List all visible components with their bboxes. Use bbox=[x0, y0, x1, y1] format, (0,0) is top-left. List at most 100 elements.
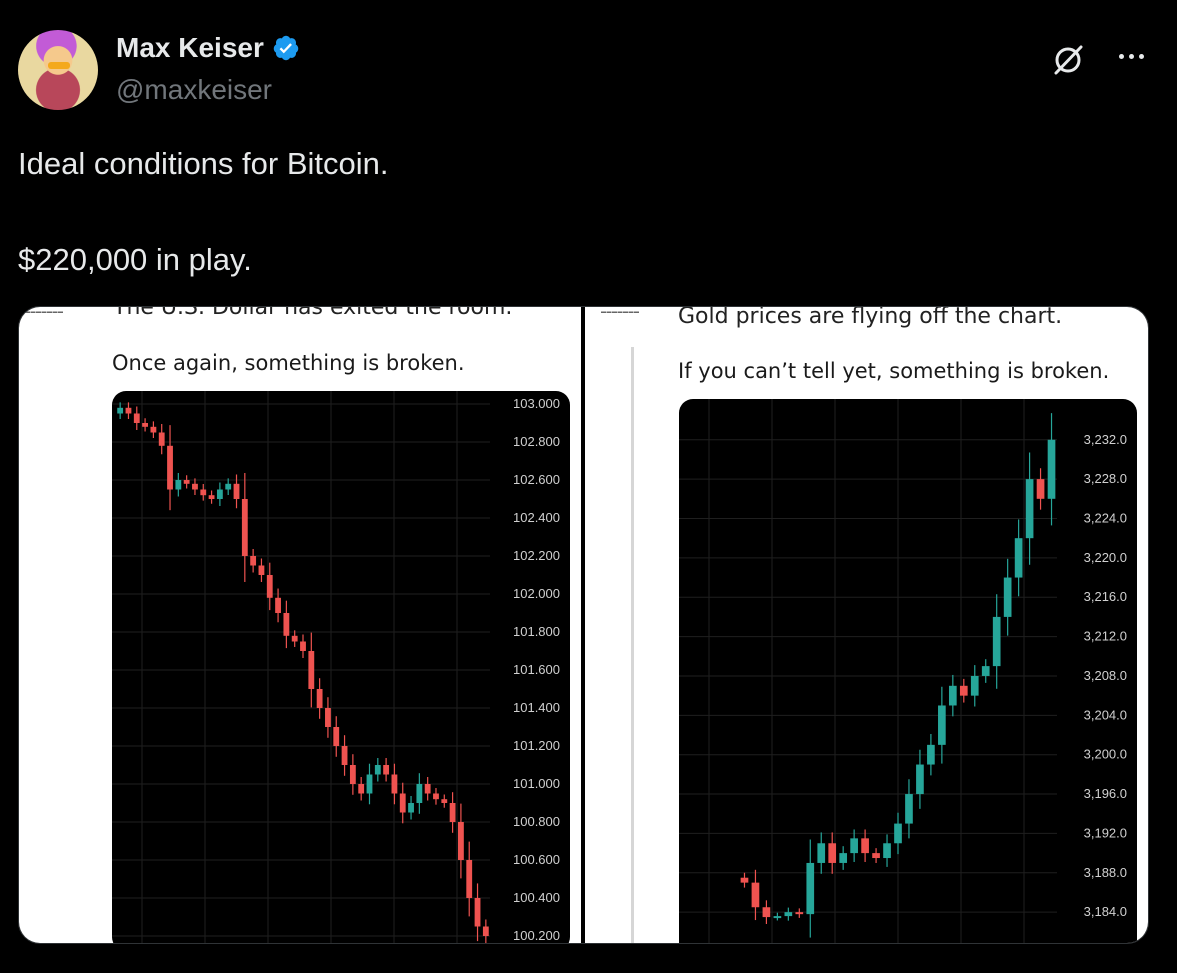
candle-body bbox=[416, 784, 423, 803]
candle-body bbox=[784, 912, 793, 917]
candle-body bbox=[250, 556, 257, 566]
y-tick-label: 3,184.0 bbox=[1084, 904, 1127, 919]
candle-body bbox=[894, 823, 902, 844]
candle-body bbox=[883, 843, 891, 859]
quote-bar bbox=[631, 347, 634, 943]
author-handle[interactable]: @maxkeiser bbox=[116, 74, 273, 105]
candle-body bbox=[466, 860, 473, 898]
gold-candlestick-chart: 3,232.0 3,228.0 3,224.0 3,220.0 3,216.0 3,212… bbox=[679, 399, 1127, 943]
y-tick-label: 3,220.0 bbox=[1084, 550, 1127, 565]
candle-body bbox=[433, 793, 439, 800]
candle-body bbox=[762, 907, 771, 918]
dollar-chart: 103.000 102.800 102.600 102.400 102.200 102.0… bbox=[112, 391, 570, 943]
candle-body bbox=[341, 746, 348, 765]
candle-body bbox=[992, 616, 1001, 667]
more-options-icon[interactable] bbox=[1114, 44, 1148, 68]
candle-body bbox=[795, 912, 804, 915]
verified-badge-icon bbox=[273, 35, 299, 61]
candle-body bbox=[233, 483, 240, 499]
candle-body bbox=[142, 423, 148, 427]
y-tick-label: 3,208.0 bbox=[1084, 668, 1127, 683]
candle-body bbox=[927, 744, 935, 765]
candle-body bbox=[1003, 577, 1012, 617]
candle-body bbox=[1025, 479, 1034, 539]
candle-body bbox=[325, 708, 331, 727]
candle-body bbox=[751, 882, 760, 908]
candle-body bbox=[275, 597, 281, 613]
grok-icon[interactable] bbox=[1050, 42, 1086, 78]
dollar-candlestick-chart: 103.000 102.800 102.600 102.400 102.200 102.0… bbox=[112, 391, 560, 943]
candle-body bbox=[266, 575, 273, 598]
y-tick-label: 102.600 bbox=[513, 472, 560, 487]
y-tick-label: 100.400 bbox=[513, 890, 560, 905]
y-tick-label: 100.200 bbox=[513, 928, 560, 943]
candle-body bbox=[117, 407, 124, 414]
media-image-gold[interactable]: ▬▬▬▬▬▬▬ Gold prices are flying off the c… bbox=[585, 307, 1148, 943]
tweet-media[interactable]: ▬▬▬▬▬▬▬ The U.S. Dollar has exited the r… bbox=[18, 306, 1149, 944]
candle-body bbox=[399, 793, 406, 813]
gold-headline: Gold prices are flying off the chart. bbox=[678, 307, 1063, 329]
y-tick-label: 103.000 bbox=[513, 396, 560, 411]
y-tick-label: 3,192.0 bbox=[1084, 825, 1127, 840]
media-image-dollar[interactable]: ▬▬▬▬▬▬▬ The U.S. Dollar has exited the r… bbox=[19, 307, 581, 943]
candle-body bbox=[333, 727, 340, 746]
candle-body bbox=[1047, 439, 1056, 499]
sunglasses-icon bbox=[48, 62, 70, 69]
y-tick-label: 3,224.0 bbox=[1084, 510, 1127, 525]
candle-body bbox=[1014, 538, 1023, 578]
y-tick-label: 102.400 bbox=[513, 510, 560, 525]
candle-body bbox=[216, 489, 223, 499]
y-tick-label: 3,228.0 bbox=[1084, 471, 1127, 486]
gold-chart: 3,232.0 3,228.0 3,224.0 3,220.0 3,216.0 3,212… bbox=[679, 399, 1137, 943]
candle-body bbox=[167, 445, 173, 490]
tweet-text: Ideal conditions for Bitcoin. $220,000 i… bbox=[18, 146, 389, 277]
candle-body bbox=[366, 774, 373, 794]
candle-body bbox=[839, 853, 848, 863]
candle-body bbox=[905, 794, 913, 824]
y-tick-label: 101.000 bbox=[513, 776, 560, 791]
profile-avatar[interactable] bbox=[18, 30, 98, 110]
y-tick-label: 101.600 bbox=[513, 662, 560, 677]
candle-body bbox=[158, 432, 165, 446]
candle-body bbox=[358, 784, 365, 794]
candle-body bbox=[828, 843, 837, 863]
candle-body bbox=[970, 675, 979, 696]
newsletter-logo: ▬▬▬▬▬▬▬ bbox=[601, 309, 640, 315]
display-name[interactable]: Max Keiser bbox=[116, 32, 264, 63]
candle-body bbox=[424, 784, 431, 794]
candle-body bbox=[258, 565, 265, 575]
candle-body bbox=[225, 483, 232, 490]
candle-body bbox=[175, 480, 182, 490]
candle-body bbox=[981, 666, 990, 676]
candle-body bbox=[449, 803, 456, 822]
dollar-subtitle: Once again, something is broken. bbox=[112, 351, 465, 375]
candle-body bbox=[383, 765, 390, 775]
dollar-headline: The U.S. Dollar has exited the room. bbox=[113, 307, 513, 320]
candle-body bbox=[806, 862, 815, 915]
candle-body bbox=[817, 843, 826, 863]
y-tick-label: 3,204.0 bbox=[1084, 707, 1127, 722]
candle-body bbox=[938, 705, 946, 745]
candle-body bbox=[773, 916, 782, 919]
y-tick-label: 3,188.0 bbox=[1084, 865, 1127, 880]
candle-body bbox=[283, 613, 290, 636]
y-tick-label: 3,196.0 bbox=[1084, 786, 1127, 801]
candle-body bbox=[474, 898, 481, 927]
candle-body bbox=[740, 877, 749, 883]
candle-body bbox=[374, 765, 381, 775]
y-tick-label: 3,216.0 bbox=[1084, 589, 1127, 604]
author-name-row: Max Keiser bbox=[116, 32, 300, 64]
candle-body bbox=[183, 480, 190, 484]
newsletter-logo: ▬▬▬▬▬▬▬ bbox=[25, 309, 64, 315]
y-tick-label: 100.600 bbox=[513, 852, 560, 867]
candle-body bbox=[872, 853, 880, 859]
candle-body bbox=[300, 641, 306, 651]
y-tick-label: 102.800 bbox=[513, 434, 560, 449]
candle-body bbox=[208, 495, 215, 499]
candle-body bbox=[916, 764, 924, 795]
candle-body bbox=[861, 838, 869, 854]
candle-body bbox=[308, 651, 315, 689]
candle-body bbox=[150, 426, 157, 433]
candle-body bbox=[408, 803, 414, 813]
candle-body bbox=[316, 689, 323, 708]
